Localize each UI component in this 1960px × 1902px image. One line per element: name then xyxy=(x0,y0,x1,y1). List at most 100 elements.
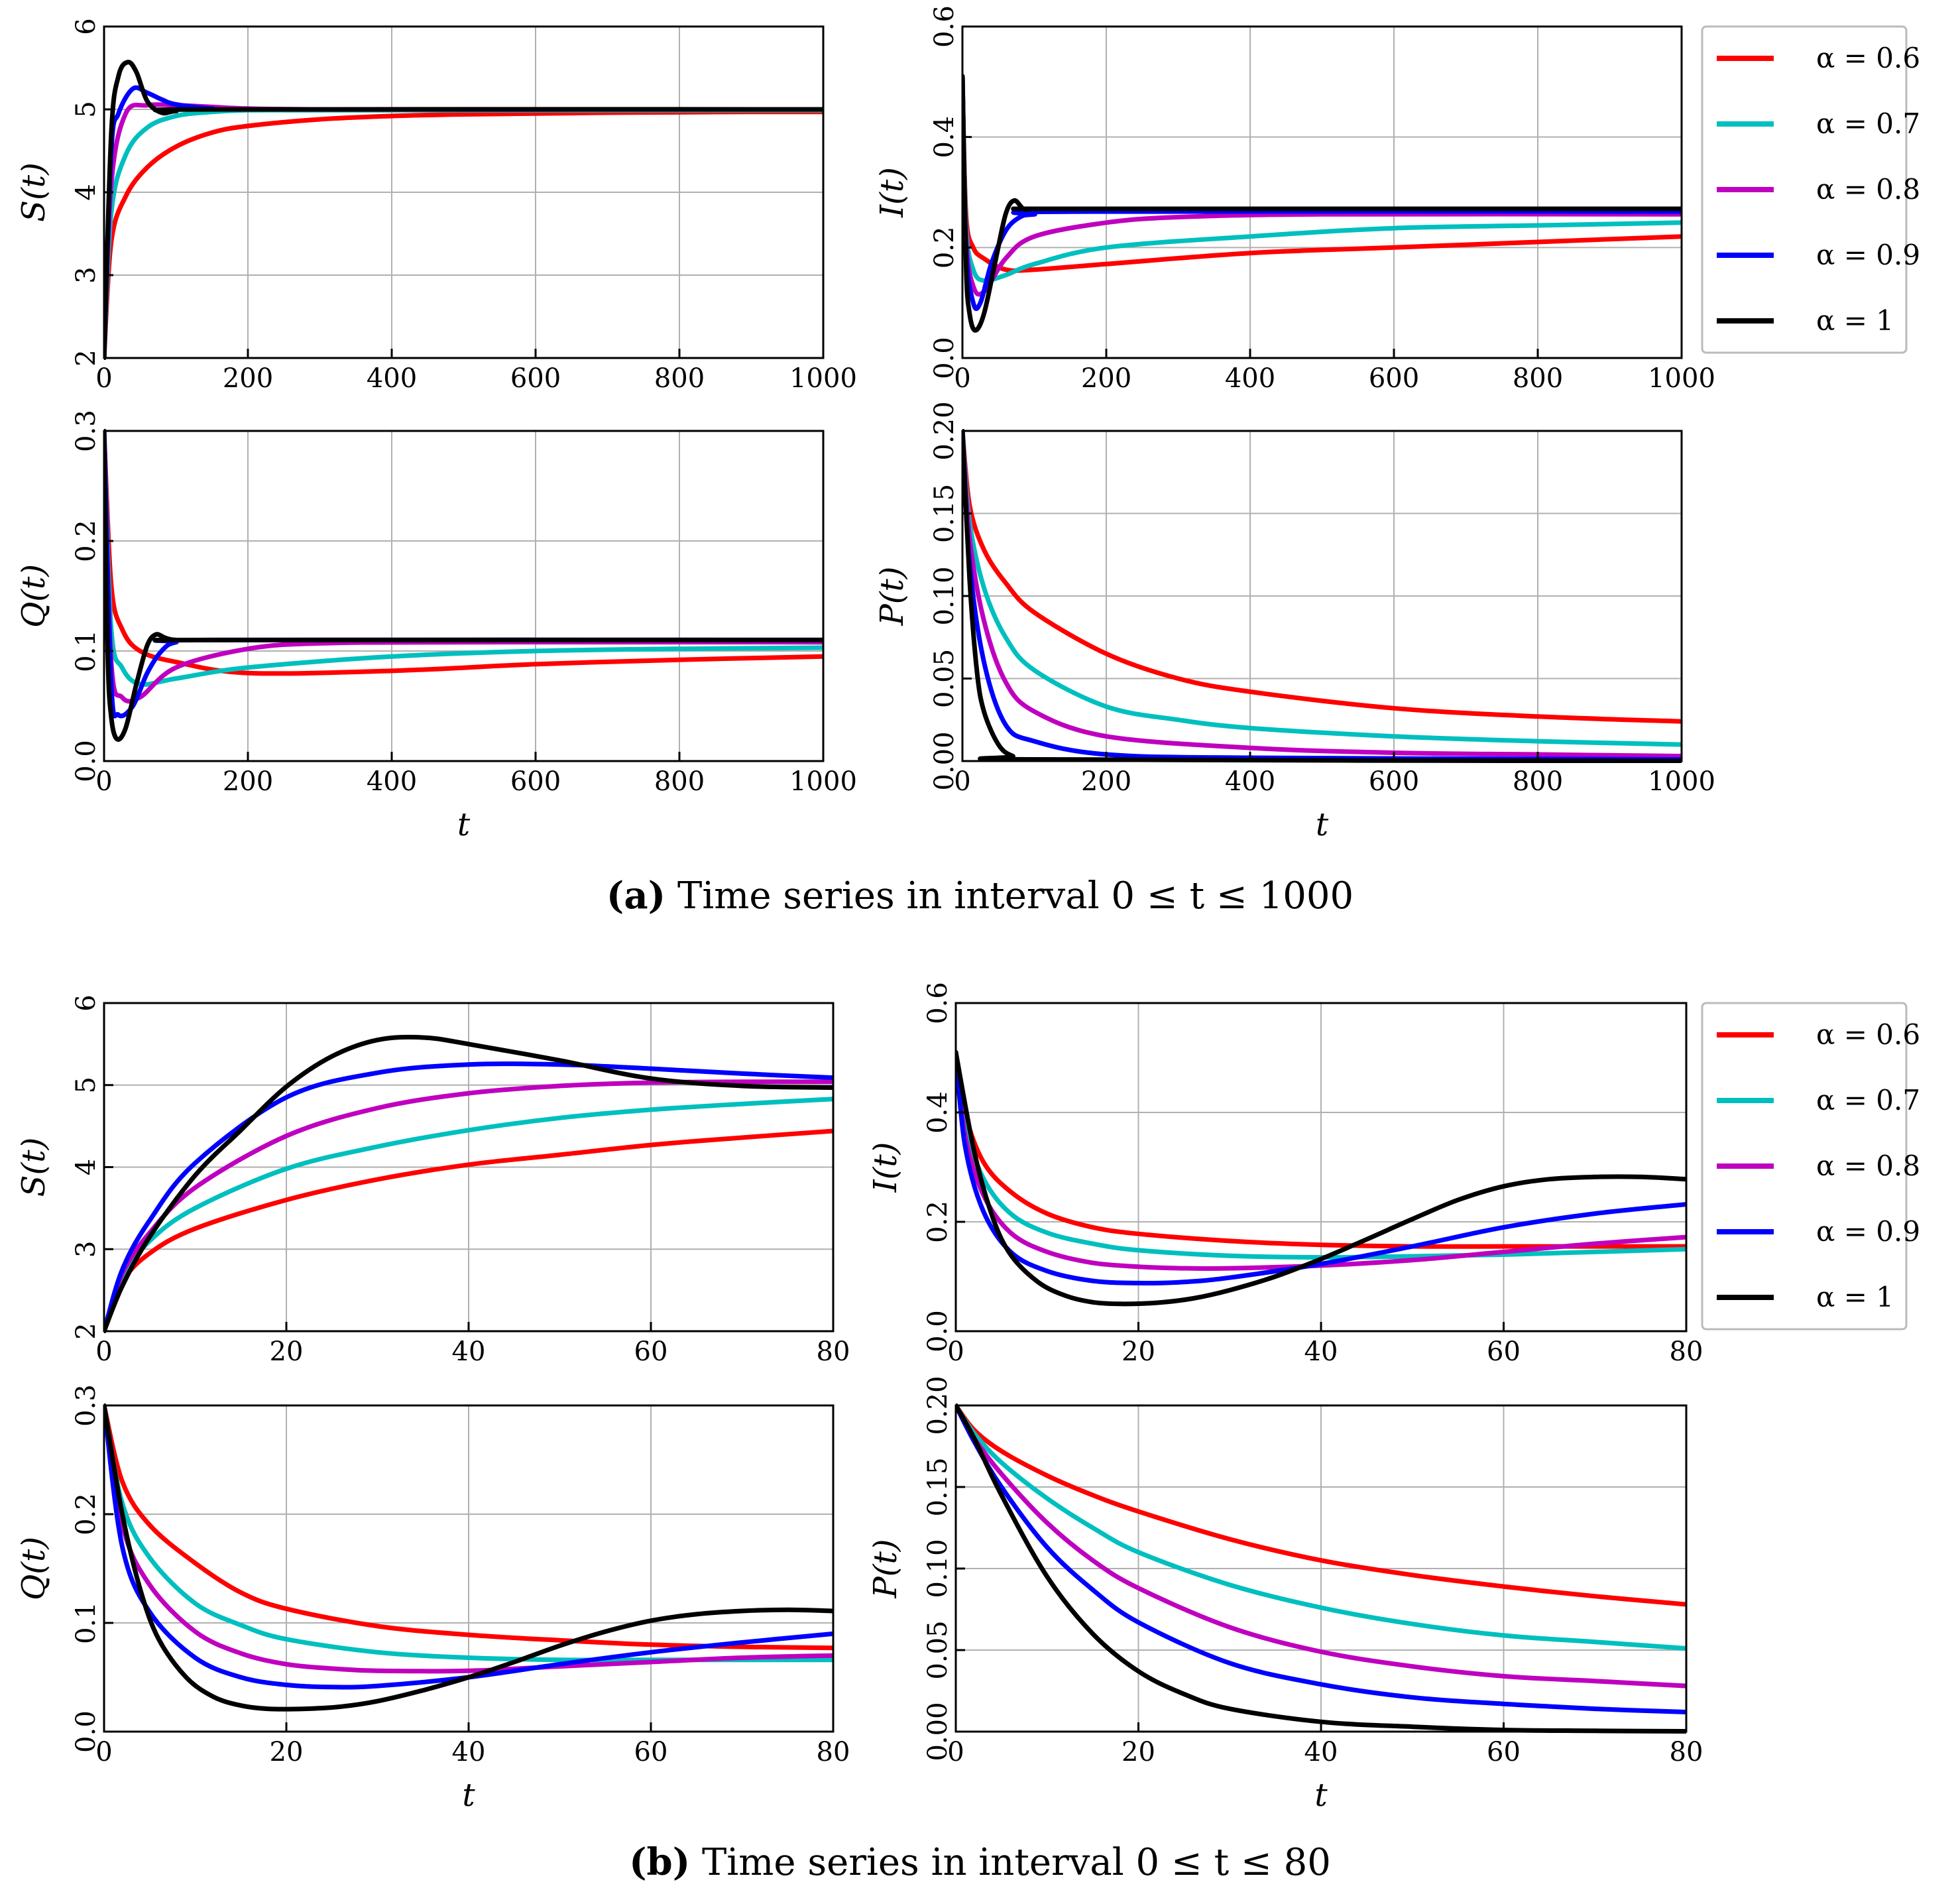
y-tick-label: 0.2 xyxy=(929,227,960,269)
panel-b-I: 0 20 40 60 80 0.0 0.2 0.4 0.6 I(t) xyxy=(867,982,1703,1367)
legend-label: α = 0.8 xyxy=(1816,1150,1920,1182)
y-tick-label: 0.6 xyxy=(929,5,960,48)
y-tick-label: 2 xyxy=(71,349,101,366)
series-line xyxy=(962,74,1682,312)
legend-label: α = 0.9 xyxy=(1816,239,1920,271)
x-tick-label: 80 xyxy=(817,1737,850,1767)
x-tick-label: 20 xyxy=(1122,1337,1155,1367)
series-line xyxy=(104,85,823,360)
panel-a-P: 0 200 400 600 800 1000 0.00 0.05 0.10 0.15 0.20 P(t… xyxy=(874,401,1715,843)
caption-a: (a) Time series in interval 0 ≤ t ≤ 1000 xyxy=(0,874,1960,918)
y-tick-label: 0.10 xyxy=(929,566,960,625)
x-tick-label: 0 xyxy=(95,766,112,797)
x-tick-label: 0 xyxy=(947,1737,964,1767)
series-line xyxy=(104,1128,833,1333)
x-tick-label: 1000 xyxy=(789,363,857,394)
x-tick-label: 60 xyxy=(1487,1737,1521,1767)
y-tick-label: 0.1 xyxy=(71,1602,101,1644)
x-tick-label: 400 xyxy=(1225,766,1275,797)
y-tick-label: 5 xyxy=(71,1077,101,1093)
x-tick-label: 600 xyxy=(1369,766,1419,797)
x-axis-label: t xyxy=(1314,1777,1328,1814)
y-axis-label: Q(t) xyxy=(15,564,52,628)
x-tick-label: 80 xyxy=(817,1337,850,1367)
x-tick-label: 600 xyxy=(510,766,561,797)
series-line xyxy=(956,1049,1686,1307)
legend-label: α = 0.6 xyxy=(1816,42,1920,74)
panel-a-S: 0 200 400 600 800 1000 2 3 4 5 6 S(t) xyxy=(15,18,857,394)
series-line xyxy=(104,109,823,360)
series-line xyxy=(962,429,1682,762)
series-line xyxy=(104,429,823,687)
x-tick-label: 600 xyxy=(510,363,561,394)
x-tick-label: 40 xyxy=(1304,1737,1338,1767)
x-tick-label: 200 xyxy=(1081,766,1131,797)
series-line xyxy=(956,1403,1686,1714)
y-axis-label: S(t) xyxy=(15,162,52,222)
caption-b-text: Time series in interval 0 ≤ t ≤ 80 xyxy=(702,1841,1331,1884)
x-tick-label: 0 xyxy=(954,766,970,797)
series-line xyxy=(104,429,823,676)
y-tick-label: 0.2 xyxy=(71,520,101,562)
series-line xyxy=(104,107,823,360)
x-tick-label: 0 xyxy=(95,363,112,394)
panel-b-P: 0 20 40 60 80 0.00 0.05 0.10 0.15 0.20 P(t) t xyxy=(867,1376,1703,1814)
series-line xyxy=(104,1403,833,1712)
caption-b-label: (b) xyxy=(629,1840,691,1884)
series-line xyxy=(104,1403,833,1674)
y-axis-label: P(t) xyxy=(874,566,911,626)
y-tick-label: 6 xyxy=(71,994,101,1011)
y-tick-label: 0.20 xyxy=(923,1376,953,1435)
legend-box xyxy=(1701,25,1908,354)
y-tick-label: 0.10 xyxy=(923,1539,953,1598)
legend-b: α = 0.6 α = 0.7 α = 0.8 α = 0.9 α = 1 xyxy=(1701,1002,1920,1331)
series-line xyxy=(962,74,1682,297)
x-tick-label: 60 xyxy=(1487,1337,1521,1367)
series-line xyxy=(956,1403,1686,1651)
caption-a-label: (a) xyxy=(606,874,666,918)
x-tick-label: 80 xyxy=(1670,1337,1703,1367)
x-tick-label: 200 xyxy=(1081,363,1131,394)
y-tick-label: 0.05 xyxy=(923,1620,953,1679)
x-tick-label: 60 xyxy=(634,1737,668,1767)
y-tick-label: 0.05 xyxy=(929,649,960,708)
x-axis-label: t xyxy=(1316,806,1329,843)
y-tick-label: 5 xyxy=(71,101,101,117)
x-tick-label: 40 xyxy=(452,1737,486,1767)
y-tick-label: 0.0 xyxy=(71,1710,101,1753)
y-tick-label: 4 xyxy=(71,184,101,200)
series-line xyxy=(956,1049,1686,1249)
x-tick-label: 800 xyxy=(654,363,705,394)
x-tick-label: 1000 xyxy=(1648,766,1715,797)
y-tick-label: 3 xyxy=(71,1241,101,1258)
x-tick-label: 600 xyxy=(1369,363,1419,394)
series-line xyxy=(962,74,1682,333)
panel-b-Q: 0 20 40 60 80 0.0 0.1 0.2 0.3 Q(t) t xyxy=(15,1384,850,1814)
y-tick-label: 0.15 xyxy=(929,484,960,543)
x-tick-label: 400 xyxy=(367,766,417,797)
y-tick-label: 6 xyxy=(71,18,101,34)
x-tick-label: 0 xyxy=(954,363,970,394)
y-tick-label: 0.4 xyxy=(923,1091,953,1134)
panel-a-Q: 0 200 400 600 800 1000 0.0 0.1 0.2 0.3 Q(t) t xyxy=(15,410,857,843)
legend-label: α = 0.9 xyxy=(1816,1215,1920,1248)
legend-label: α = 0.6 xyxy=(1816,1018,1920,1051)
series-line xyxy=(104,1403,833,1651)
y-axis-label: I(t) xyxy=(867,1142,904,1193)
y-tick-label: 2 xyxy=(71,1323,101,1339)
x-tick-label: 400 xyxy=(367,363,417,394)
series-line xyxy=(956,1049,1686,1285)
x-tick-label: 20 xyxy=(270,1337,304,1367)
series-line xyxy=(104,429,823,742)
series-line xyxy=(956,1403,1686,1607)
x-axis-label: t xyxy=(462,1777,475,1814)
y-tick-label: 0.0 xyxy=(71,740,101,782)
x-tick-label: 400 xyxy=(1225,363,1275,394)
y-tick-label: 0.00 xyxy=(923,1702,953,1761)
y-tick-label: 4 xyxy=(71,1159,101,1175)
x-tick-label: 60 xyxy=(634,1337,668,1367)
x-tick-label: 0 xyxy=(95,1337,112,1367)
legend-label: α = 0.7 xyxy=(1816,107,1920,140)
caption-b: (b) Time series in interval 0 ≤ t ≤ 80 xyxy=(0,1840,1960,1884)
